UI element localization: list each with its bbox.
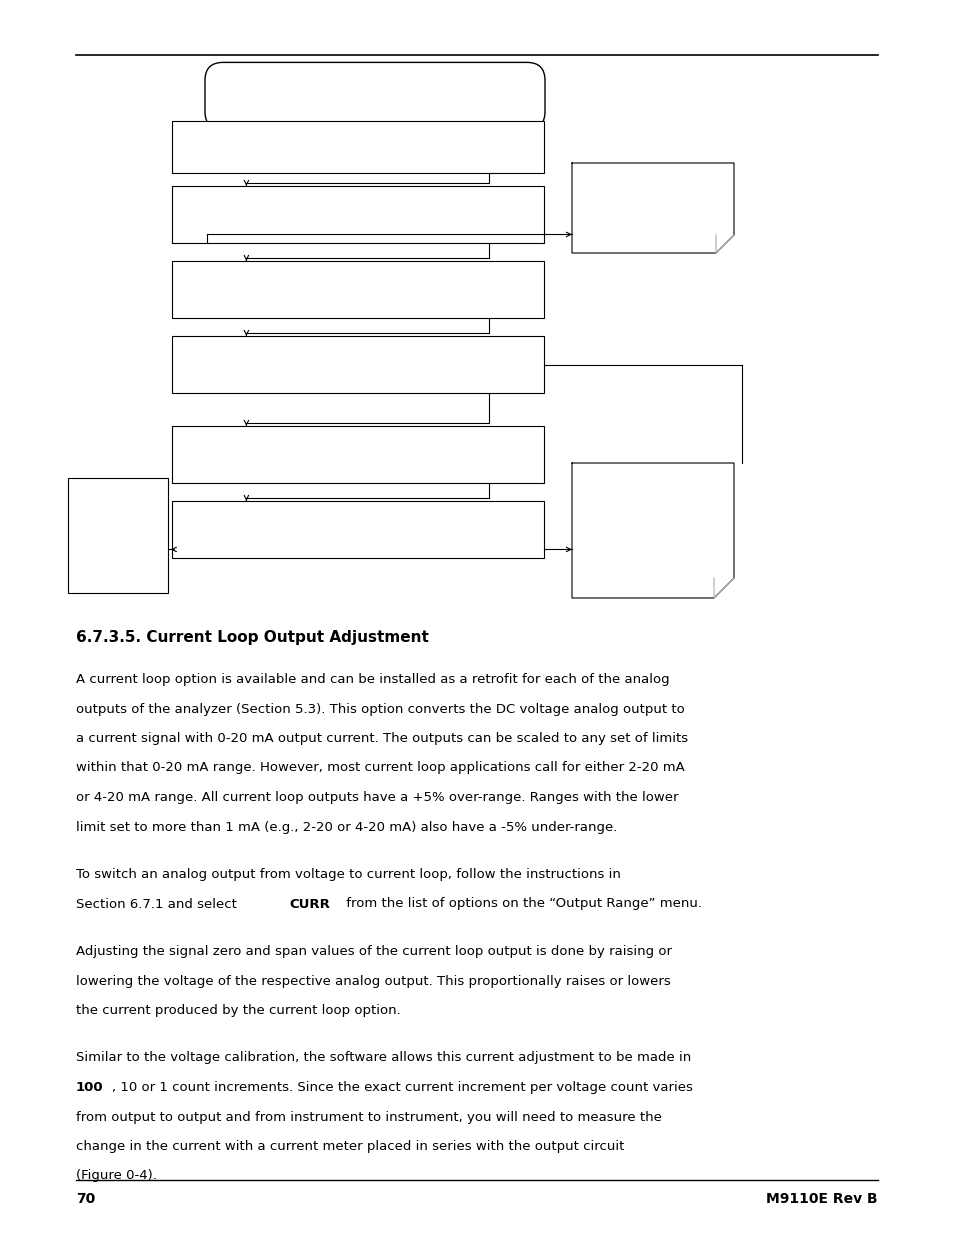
Bar xyxy=(172,501,543,558)
Text: change in the current with a current meter placed in series with the output circ: change in the current with a current met… xyxy=(76,1140,623,1153)
Bar xyxy=(172,261,543,317)
Text: a current signal with 0-20 mA output current. The outputs can be scaled to any s: a current signal with 0-20 mA output cur… xyxy=(76,732,687,745)
Text: To switch an analog output from voltage to current loop, follow the instructions: To switch an analog output from voltage … xyxy=(76,868,620,881)
Text: from output to output and from instrument to instrument, you will need to measur: from output to output and from instrumen… xyxy=(76,1110,661,1124)
Text: outputs of the analyzer (Section 5.3). This option converts the DC voltage analo: outputs of the analyzer (Section 5.3). T… xyxy=(76,703,684,715)
Text: A current loop option is available and can be installed as a retrofit for each o: A current loop option is available and c… xyxy=(76,673,669,685)
Text: or 4-20 mA range. All current loop outputs have a +5% over-range. Ranges with th: or 4-20 mA range. All current loop outpu… xyxy=(76,790,678,804)
FancyBboxPatch shape xyxy=(205,63,544,130)
Text: within that 0-20 mA range. However, most current loop applications call for eith: within that 0-20 mA range. However, most… xyxy=(76,762,684,774)
Bar xyxy=(172,336,543,393)
Text: 6.7.3.5. Current Loop Output Adjustment: 6.7.3.5. Current Loop Output Adjustment xyxy=(76,630,429,645)
Text: the current produced by the current loop option.: the current produced by the current loop… xyxy=(76,1004,400,1016)
Bar xyxy=(172,186,543,243)
Bar xyxy=(172,426,543,483)
Text: Similar to the voltage calibration, the software allows this current adjustment : Similar to the voltage calibration, the … xyxy=(76,1051,691,1065)
Text: , 10 or 1 count increments. Since the exact current increment per voltage count : , 10 or 1 count increments. Since the ex… xyxy=(112,1081,692,1094)
Text: (Figure 0-4).: (Figure 0-4). xyxy=(76,1170,156,1182)
Bar xyxy=(68,478,168,593)
Text: from the list of options on the “Output Range” menu.: from the list of options on the “Output … xyxy=(341,898,701,910)
Text: Adjusting the signal zero and span values of the current loop output is done by : Adjusting the signal zero and span value… xyxy=(76,945,671,958)
Text: 100: 100 xyxy=(76,1081,104,1094)
Bar xyxy=(172,121,543,173)
Text: limit set to more than 1 mA (e.g., 2-20 or 4-20 mA) also have a -5% under-range.: limit set to more than 1 mA (e.g., 2-20 … xyxy=(76,820,617,834)
Text: CURR: CURR xyxy=(289,898,330,910)
Text: Section 6.7.1 and select: Section 6.7.1 and select xyxy=(76,898,241,910)
Text: M9110E Rev B: M9110E Rev B xyxy=(765,1192,877,1207)
Text: 70: 70 xyxy=(76,1192,95,1207)
Text: lowering the voltage of the respective analog output. This proportionally raises: lowering the voltage of the respective a… xyxy=(76,974,670,988)
